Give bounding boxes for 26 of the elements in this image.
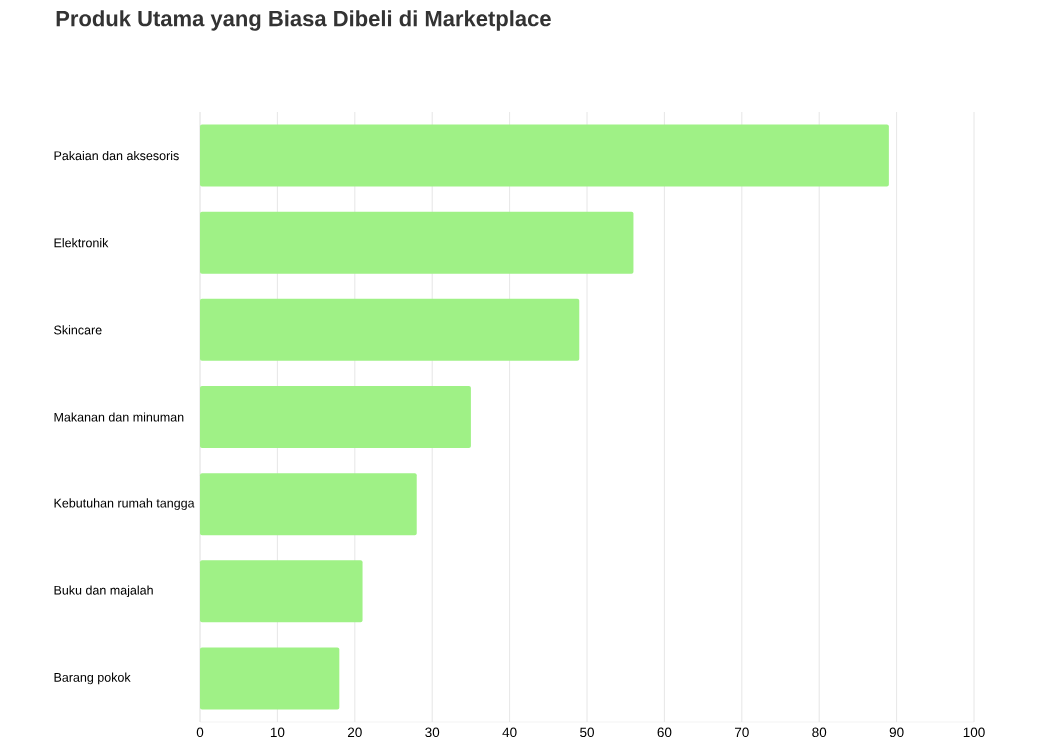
x-tick-label: 40 [502,727,517,738]
x-tick-label: 90 [889,727,904,738]
x-tick-label: 60 [657,727,672,738]
y-tick-label: Buku dan majalah [54,585,153,598]
y-tick-label: Pakaian dan aksesoris [54,150,179,161]
y-tick-label: Kebutuhan rumah tangga [54,498,195,510]
bar [200,298,580,361]
y-tick-label: Elektronik [54,238,109,248]
bar [200,560,363,623]
chart-title: Produk Utama yang Biasa Dibeli di Marketplace [56,10,551,31]
bar [200,647,340,710]
bar [200,211,634,274]
bar [200,386,471,448]
x-tick-label: 80 [812,727,827,738]
y-tick-label: Makanan dan minuman [54,412,184,422]
x-tick-label: 0 [196,727,204,738]
x-tick-label: 70 [734,727,749,738]
y-tick-label: Barang pokok [54,672,131,685]
x-tick-label: 20 [347,727,362,738]
x-tick-label: 50 [580,727,594,738]
y-tick-label: Skincare [54,325,102,335]
bar [200,124,889,187]
x-tick-label: 30 [425,727,440,738]
bar [200,473,417,536]
x-tick-label: 100 [963,727,985,738]
x-tick-label: 10 [270,727,285,738]
